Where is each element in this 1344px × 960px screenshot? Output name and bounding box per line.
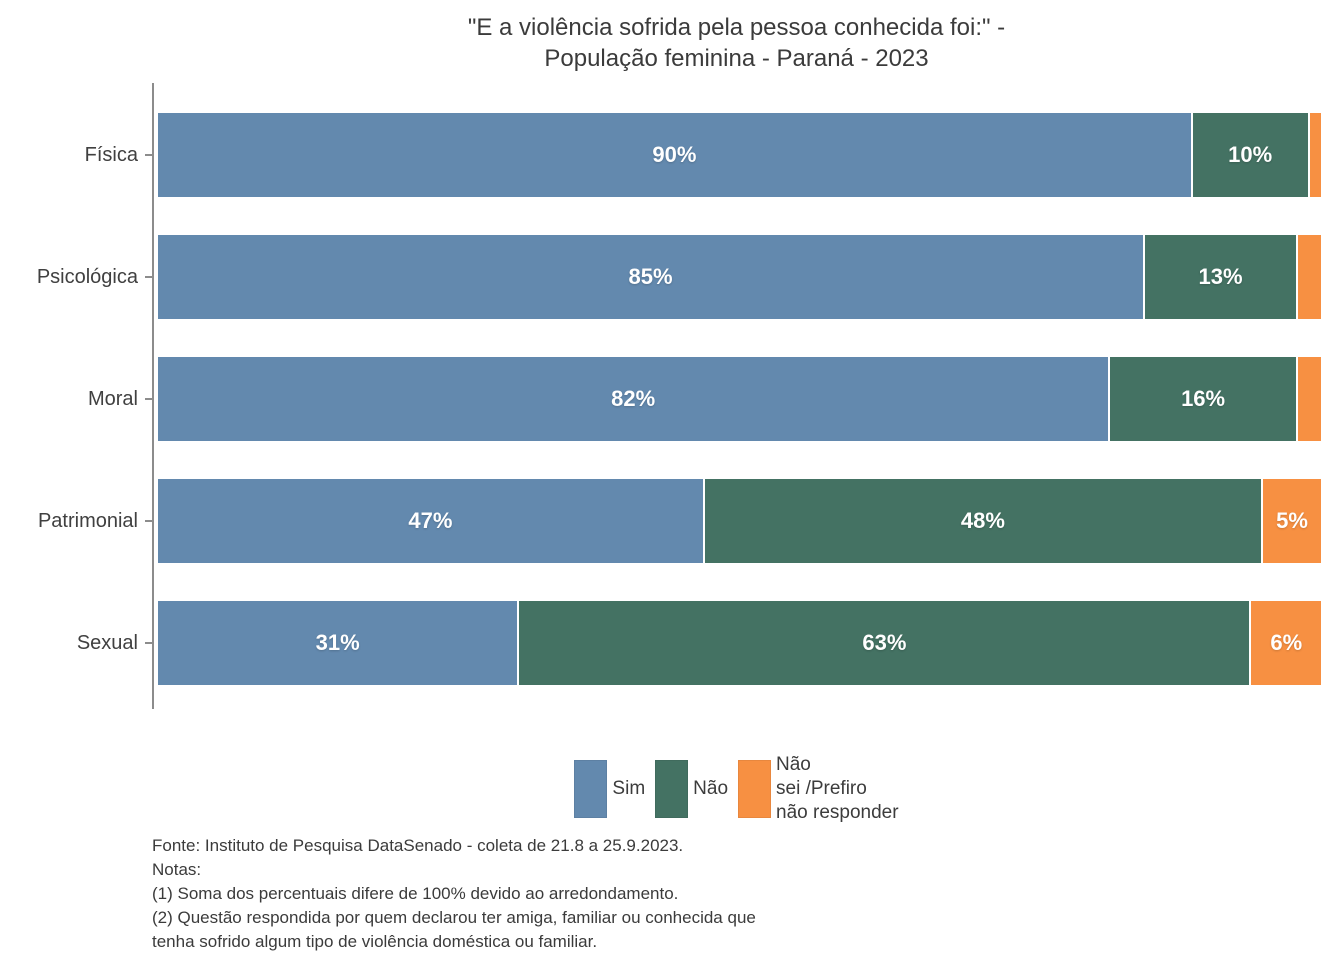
category-label-sexual: Sexual <box>0 601 152 685</box>
bar-segment-nao-sei-prefiro-nao-responder <box>1297 357 1321 441</box>
bar-segment-sim: 90% <box>158 113 1191 197</box>
bar-track: 31% 63% 6% <box>152 601 1344 685</box>
bar-track: 90% 10% <box>152 113 1344 197</box>
legend-label: Sim <box>612 778 646 799</box>
notes-heading: Notas: <box>152 860 202 879</box>
bar-row-patrimonial: Patrimonial 47% 48% 5% <box>0 479 1344 563</box>
bar-segment-nao-sei-prefiro-nao-responder <box>1309 113 1321 197</box>
category-label-psicologica: Psicológica <box>0 235 152 319</box>
legend-label: Não <box>693 778 729 799</box>
legend-swatch <box>738 760 772 818</box>
bar-segment-nao-sei-prefiro-nao-responder <box>1297 235 1322 319</box>
chart-title-line-1: "E a violência sofrida pela pessoa conhe… <box>467 14 1006 41</box>
bar-segment-sim: 47% <box>158 479 703 563</box>
bar-track: 47% 48% 5% <box>152 479 1344 563</box>
bar-rows: Física 90% 10% Psicológica 85% 13% Moral 82% 16%… <box>0 83 1344 685</box>
legend-swatch <box>574 760 608 818</box>
bar-segment-sim: 85% <box>158 235 1144 319</box>
chart-title: "E a violência sofrida pela pessoa conhe… <box>152 0 1321 74</box>
bar-segment-nao: 63% <box>519 601 1250 685</box>
bar-row-moral: Moral 82% 16% <box>0 357 1344 441</box>
bar-track: 82% 16% <box>152 357 1344 441</box>
bar-row-sexual: Sexual 31% 63% 6% <box>0 601 1344 685</box>
footer-notes: Fonte: Instituto de Pesquisa DataSenado … <box>152 834 1321 954</box>
bar-track: 85% 13% <box>152 235 1344 319</box>
category-label-moral: Moral <box>0 357 152 441</box>
bar-segment-nao: 10% <box>1192 113 1308 197</box>
bar-segment-nao: 16% <box>1110 357 1296 441</box>
bar-segment-nao: 13% <box>1145 235 1296 319</box>
legend-label: Não sei /Prefiro não responder <box>776 754 899 823</box>
chart-title-line-2: População feminina - Paraná - 2023 <box>544 45 929 72</box>
category-label-fisica: Física <box>0 113 152 197</box>
bar-row-fisica: Física 90% 10% <box>0 113 1344 197</box>
bar-row-psicologica: Psicológica 85% 13% <box>0 235 1344 319</box>
bar-segment-nao-sei-prefiro-nao-responder: 6% <box>1251 601 1322 685</box>
plot-area: Física 90% 10% Psicológica 85% 13% Moral 82% 16%… <box>0 83 1344 709</box>
note-2-line-1: (2) Questão respondida por quem declarou… <box>152 908 756 927</box>
y-axis-line <box>152 83 154 709</box>
legend-swatch <box>655 760 689 818</box>
note-2-line-2: tenha sofrido algum tipo de violência do… <box>152 932 598 951</box>
bar-segment-sim: 82% <box>158 357 1109 441</box>
bar-segment-nao-sei-prefiro-nao-responder: 5% <box>1263 479 1321 563</box>
bar-segment-sim: 31% <box>158 601 518 685</box>
legend-item-sim: Sim <box>574 760 645 818</box>
legend-item-nao: Não sei /Prefiro não responder <box>738 753 899 825</box>
legend-item-nao: Não <box>655 760 728 818</box>
note-1: (1) Soma dos percentuais difere de 100% … <box>152 884 679 903</box>
bar-segment-nao: 48% <box>704 479 1262 563</box>
category-label-patrimonial: Patrimonial <box>0 479 152 563</box>
source-text: Fonte: Instituto de Pesquisa DataSenado … <box>152 836 684 855</box>
legend: Sim Não Não sei /Prefiro não responder <box>152 753 1321 825</box>
